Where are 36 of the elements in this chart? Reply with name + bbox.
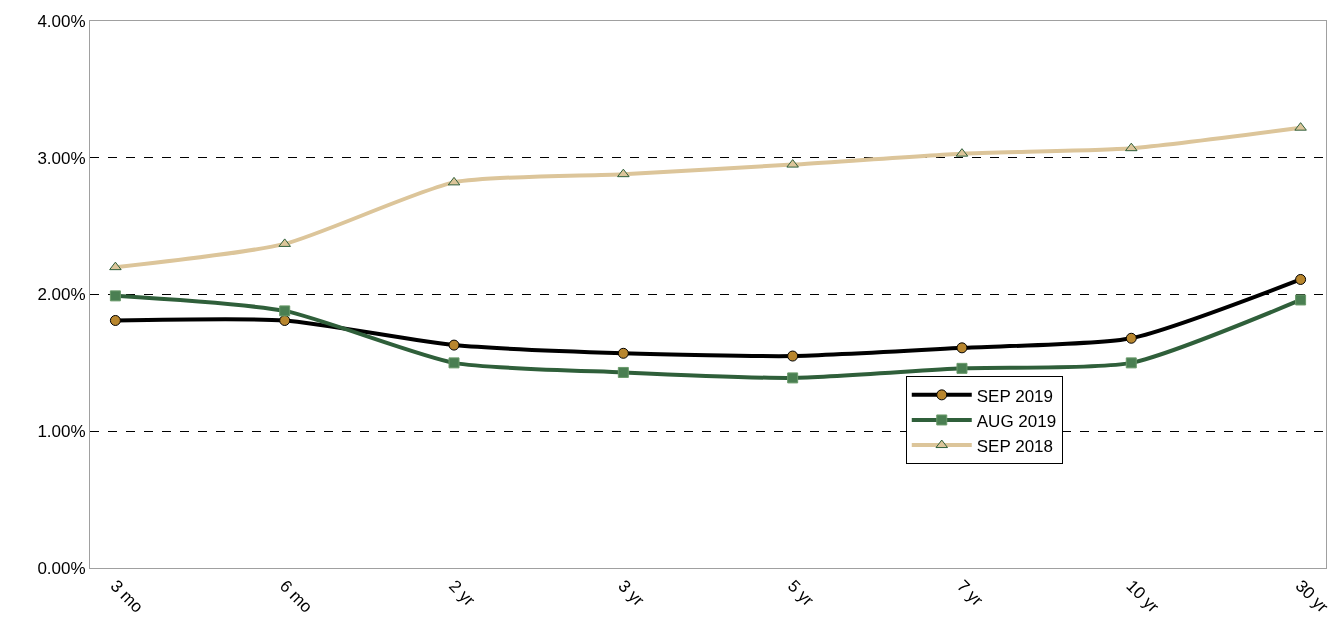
- point: [448, 339, 460, 351]
- point: [617, 366, 629, 378]
- x-tick-label: 3 yr: [614, 576, 649, 611]
- point: [1125, 142, 1138, 152]
- point: [787, 350, 799, 362]
- legend-label: AUG 2019: [976, 411, 1057, 431]
- y-tick-label: 0.00%: [37, 558, 86, 578]
- y-tick-label: 4.00%: [37, 11, 86, 31]
- y-tick-label: 2.00%: [37, 285, 86, 305]
- point: [279, 314, 291, 326]
- point: [617, 347, 629, 359]
- point: [1125, 332, 1137, 344]
- legend-label: SEP 2018: [976, 436, 1054, 456]
- point: [447, 176, 461, 186]
- point: [109, 314, 121, 326]
- point: [1125, 357, 1137, 369]
- legend-label: SEP 2019: [976, 386, 1054, 406]
- y-tick-label: 3.00%: [37, 148, 86, 168]
- x-tick-label: 7 yr: [953, 576, 987, 611]
- point: [109, 290, 121, 302]
- y-tick-label: 1.00%: [37, 422, 86, 442]
- x-tick-label: 2 yr: [445, 576, 479, 611]
- point: [448, 357, 460, 369]
- point: [279, 305, 291, 317]
- x-tick-label: 3 mo: [106, 576, 147, 617]
- point: [956, 342, 968, 354]
- point: [787, 372, 799, 384]
- point: [956, 362, 968, 374]
- x-tick-label: 6 mo: [275, 576, 317, 617]
- point: [1295, 294, 1307, 306]
- point: [109, 261, 122, 271]
- x-tick-label: 30 yr: [1291, 576, 1333, 617]
- x-tick-label: 5 yr: [783, 576, 818, 611]
- point: [617, 168, 630, 178]
- x-tick-label: 10 yr: [1122, 576, 1163, 617]
- point: [1295, 273, 1307, 285]
